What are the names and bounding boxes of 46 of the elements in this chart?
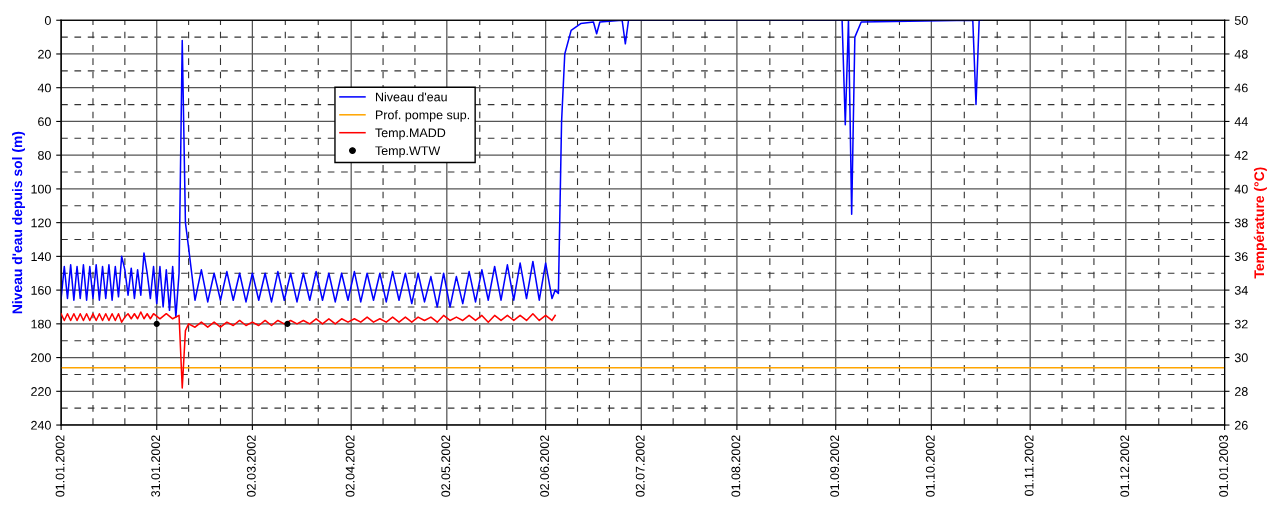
x-tick-label: 02.03.2002 <box>246 435 256 497</box>
x-tick-label: 01.12.2002 <box>1120 435 1130 497</box>
y-tick-label: 20 <box>38 49 51 59</box>
legend-label: Niveau d'eau <box>375 92 447 102</box>
x-tick-label: 01.01.2003 <box>1219 435 1228 497</box>
y-tick-label: 100 <box>31 184 51 194</box>
y-tick-label: 80 <box>38 150 51 160</box>
y2-tick-label: 40 <box>1234 184 1248 194</box>
y-tick-label: 140 <box>31 252 51 262</box>
y-tick-label: 120 <box>31 218 51 228</box>
y2-tick-label: 32 <box>1234 319 1248 329</box>
y-axis-title: Niveau d'eau depuis sol (m) <box>12 131 25 314</box>
x-tick-label: 01.01.2002 <box>55 435 65 497</box>
y-tick-label: 160 <box>31 285 51 295</box>
y2-tick-label: 48 <box>1234 49 1248 59</box>
y2-tick-label: 34 <box>1234 285 1248 295</box>
x-tick-label: 02.06.2002 <box>540 435 549 497</box>
y-tick-label: 0 <box>44 16 51 25</box>
y-tick-label: 220 <box>31 387 51 396</box>
legend-label: Temp.WTW <box>375 146 441 158</box>
y2-tick-label: 30 <box>1234 353 1248 363</box>
y2-tick-label: 42 <box>1234 150 1248 160</box>
y2-tick-label: 50 <box>1234 16 1248 25</box>
y2-tick-label: 26 <box>1234 420 1248 430</box>
x-tick-label: 01.09.2002 <box>830 435 840 497</box>
y2-tick-label: 36 <box>1234 252 1248 262</box>
y-tick-label: 180 <box>31 319 51 329</box>
x-tick-label: 01.11.2002 <box>1024 435 1034 496</box>
x-tick-label: 02.05.2002 <box>441 435 451 497</box>
y2-tick-label: 46 <box>1234 83 1248 93</box>
y2-tick-label: 44 <box>1234 117 1248 126</box>
y-tick-label: 240 <box>31 420 51 430</box>
y2-axis-title: Température (°C) <box>1253 167 1267 279</box>
y-tick-label: 60 <box>38 117 51 127</box>
y-tick-label: 40 <box>37 83 51 93</box>
y2-tick-label: 38 <box>1234 218 1248 228</box>
x-tick-label: 31.01.2002 <box>151 435 161 497</box>
x-tick-label: 01.10.2002 <box>925 435 935 497</box>
y2-tick-label: 28 <box>1234 387 1248 396</box>
y-tick-label: 200 <box>31 353 51 363</box>
x-tick-label: 01.08.2002 <box>731 435 741 497</box>
legend-label: Prof. pompe sup. <box>375 110 470 122</box>
line-series <box>61 311 556 389</box>
x-tick-label: 02.04.2002 <box>345 435 355 497</box>
legend-label: Temp.MADD <box>375 128 446 140</box>
x-tick-label: 02.07.2002 <box>635 435 645 497</box>
